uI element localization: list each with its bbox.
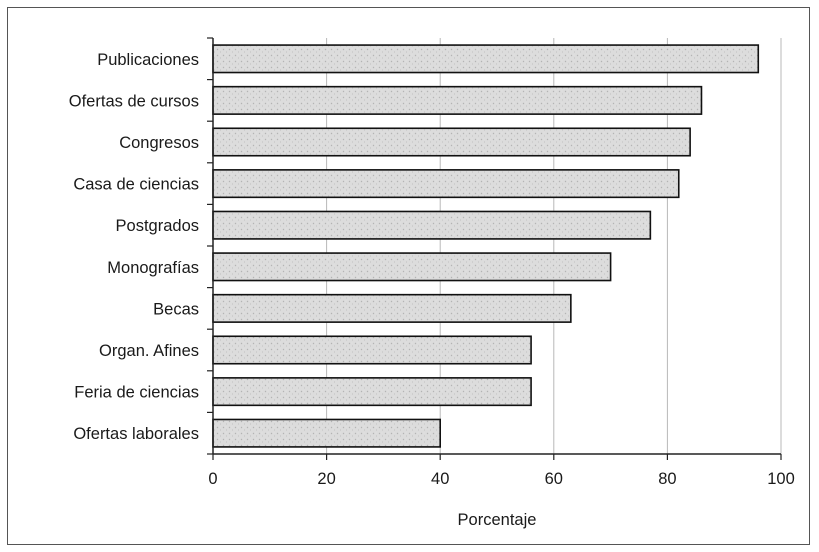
x-tick-label: 100 (767, 470, 795, 488)
bar (212, 293, 572, 323)
category-label: Monografías (107, 259, 199, 277)
bar (212, 418, 441, 448)
category-label: Becas (153, 300, 199, 318)
x-axis-title: Porcentaje (458, 511, 537, 529)
x-tick-label: 60 (545, 470, 563, 488)
category-label: Feria de ciencias (74, 384, 199, 402)
bar (212, 85, 703, 115)
x-tick-label: 0 (208, 470, 217, 488)
category-labels: Publicaciones Ofertas de cursos Congresos C… (69, 51, 199, 443)
category-label: Casa de ciencias (73, 176, 199, 194)
bar (212, 169, 680, 199)
x-tick-label: 40 (431, 470, 449, 488)
category-label: Ofertas laborales (73, 425, 199, 443)
bars (212, 44, 760, 448)
bar (212, 127, 691, 157)
category-label: Congresos (119, 134, 199, 152)
x-tick-label: 80 (658, 470, 676, 488)
category-label: Publicaciones (97, 51, 199, 69)
chart-frame (7, 7, 810, 545)
bar (212, 210, 652, 240)
x-tick-labels: 0 20 40 60 80 100 (208, 470, 794, 488)
bar (212, 377, 532, 407)
bar (212, 335, 532, 365)
bar (212, 44, 760, 74)
bar (212, 252, 612, 282)
x-tick-label: 20 (317, 470, 335, 488)
category-label: Organ. Afines (99, 342, 199, 360)
category-label: Postgrados (116, 217, 199, 235)
axes (207, 37, 782, 460)
category-label: Ofertas de cursos (69, 92, 199, 110)
